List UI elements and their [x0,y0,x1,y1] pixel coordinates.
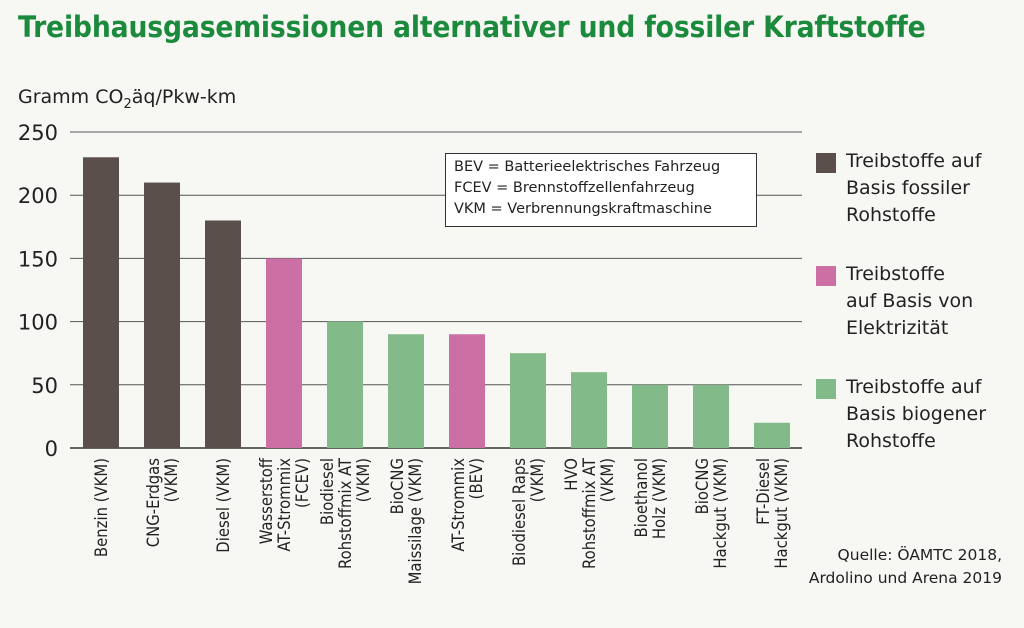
category-label-10-0: BioCNG [693,458,712,514]
legend-swatch-fossil [816,153,836,173]
category-label-8-1: Rohstoffmix AT [580,457,599,569]
category-label-10-1: Hackgut (VKM) [711,458,730,569]
category-label-9-0: Bioethanol [632,458,651,537]
category-label-4-1: Rohstoffmix AT [336,457,355,569]
abbreviation-vkm: VKM = Verbrennungskraftmaschine [454,201,712,217]
abbreviation-bev: BEV = Batterieelektrisches Fahrzeug [454,159,721,175]
y-tick-label-100: 100 [18,311,58,335]
category-label-1-0: CNG-Erdgas [144,458,163,547]
category-label-6-0: AT-Strommix [449,458,468,552]
bar-3 [266,258,302,448]
y-tick-label-250: 250 [18,121,58,145]
category-label-3-2: (FCEV) [293,458,312,508]
source-note: Quelle: ÖAMTC 2018, Ardolino und Arena 2… [808,546,1002,587]
bar-6 [449,334,485,448]
bar-2 [205,220,241,448]
bar-1 [144,182,180,448]
y-tick-label-150: 150 [18,247,58,271]
legend-swatch-electric [816,266,836,286]
chart-title: Treibhausgasemissionen alternativer und … [18,10,926,44]
bar-5 [388,334,424,448]
bar-7 [510,353,546,448]
category-label-5-0: BioCNG [388,458,407,514]
y-axis-label: Gramm CO2äq/Pkw-km [18,86,236,112]
bar-4 [327,321,363,448]
category-label-7-1: (VKM) [528,458,547,502]
category-label-3-1: AT-Strommix [275,458,294,552]
bar-0 [83,157,119,448]
category-label-6-1: (BEV) [467,458,486,499]
abbreviation-fcev: FCEV = Brennstoffzellenfahrzeug [454,180,695,196]
category-label-5-1: Maissilage (VKM) [406,458,425,584]
category-label-0-0: Benzin (VKM) [92,458,111,557]
category-label-8-2: (VKM) [598,458,617,502]
bar-11 [754,422,790,448]
category-label-4-0: Biodiesel [318,458,337,525]
bar-10 [693,384,729,448]
y-tick-label-0: 0 [45,437,58,461]
legend-label-biogenic: Treibstoffe auf Basis biogener Rohstoffe [846,376,987,452]
category-label-9-1: Holz (VKM) [650,458,669,539]
category-label-4-2: (VKM) [354,458,373,502]
legend-label-fossil: Treibstoffe auf Basis fossiler Rohstoffe [846,150,982,226]
abbreviation-box: BEV = Batterieelektrisches Fahrzeug FCEV… [445,153,757,227]
category-label-3-0: Wasserstoff [257,457,276,544]
legend-label-electric: Treibstoffe auf Basis von Elektrizität [846,263,974,339]
category-label-2-0: Diesel (VKM) [214,458,233,553]
bar-9 [632,384,668,448]
bar-8 [571,372,607,448]
category-label-11-0: FT-Diesel [754,458,773,525]
y-tick-label-200: 200 [18,184,58,208]
category-label-1-1: (VKM) [162,458,181,502]
category-label-11-1: Hackgut (VKM) [772,458,791,569]
category-label-8-0: HVO [562,458,581,491]
category-label-7-0: Biodiesel Raps [510,458,529,566]
y-tick-label-50: 50 [31,374,58,398]
legend-swatch-biogenic [816,379,836,399]
